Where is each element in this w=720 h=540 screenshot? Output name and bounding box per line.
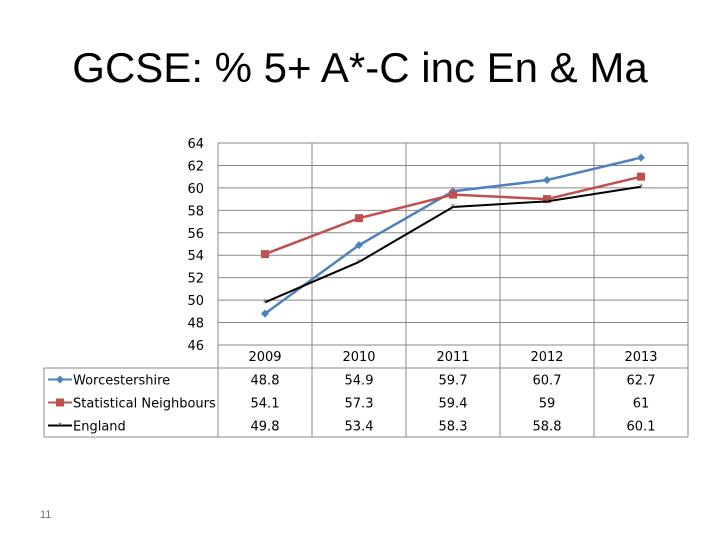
series-statistical-neighbours xyxy=(261,172,645,259)
y-tick-label: 54 xyxy=(187,249,204,264)
data-label: 53.4 xyxy=(345,420,374,435)
legend-entry-statistical-neighbours: Statistical Neighbours xyxy=(48,397,216,412)
data-label: 59 xyxy=(539,397,556,412)
data-label: 57.3 xyxy=(345,397,374,412)
data-point xyxy=(449,190,457,199)
data-point xyxy=(261,250,269,259)
legend-label: Statistical Neighbours xyxy=(73,397,216,412)
slide-number: 11 xyxy=(40,509,52,521)
data-label: 58.3 xyxy=(439,420,468,435)
data-point xyxy=(261,309,269,318)
y-tick-label: 46 xyxy=(187,339,204,354)
data-label: 54.9 xyxy=(345,374,374,389)
data-label: 59.4 xyxy=(439,397,468,412)
legend-label: England xyxy=(73,420,126,435)
series-worcestershire xyxy=(261,153,645,318)
y-tick-label: 62 xyxy=(187,159,204,174)
legend-marker xyxy=(56,375,64,384)
legend-marker: * xyxy=(58,422,63,432)
legend-entry-england: * England xyxy=(48,420,126,435)
data-label: 58.8 xyxy=(533,420,562,435)
data-label: 59.7 xyxy=(439,374,468,389)
data-point xyxy=(543,195,551,204)
data-point xyxy=(543,176,551,185)
data-label: 48.8 xyxy=(251,374,280,389)
data-label: 60.7 xyxy=(533,374,562,389)
y-tick-label: 64 xyxy=(187,137,204,152)
y-tick-label: 48 xyxy=(187,317,204,332)
data-label: 54.1 xyxy=(251,397,280,412)
data-point xyxy=(355,214,363,223)
y-axis-ticks: 64 62 60 58 56 54 52 50 48 46 xyxy=(187,137,204,354)
series-line xyxy=(264,185,642,304)
data-point: * xyxy=(357,258,362,268)
series-lines: * * * * * xyxy=(261,153,645,318)
slide-title: GCSE: % 5+ A*-C inc En & Ma xyxy=(72,44,648,91)
data-label: 62.7 xyxy=(627,374,656,389)
y-tick-label: 58 xyxy=(187,204,204,219)
y-tick-label: 52 xyxy=(187,272,204,287)
gridlines xyxy=(217,142,688,437)
data-table: 2009 2010 2011 2012 2013 Worcestershire 48.8 54… xyxy=(48,350,658,435)
category-label: 2010 xyxy=(342,350,375,365)
data-point: * xyxy=(639,183,644,193)
data-point xyxy=(637,172,645,181)
data-point xyxy=(355,241,363,250)
legend-marker xyxy=(56,398,64,407)
series-england: * * * * * xyxy=(263,183,644,309)
y-tick-label: 60 xyxy=(187,182,204,197)
category-label: 2009 xyxy=(248,350,281,365)
y-tick-label: 56 xyxy=(187,227,204,242)
data-label: 49.8 xyxy=(251,420,280,435)
category-label: 2011 xyxy=(436,350,469,365)
data-table-grid xyxy=(43,143,689,438)
category-label: 2012 xyxy=(530,350,563,365)
data-label: 61 xyxy=(633,397,650,412)
series-line xyxy=(264,156,642,315)
legend-entry-worcestershire: Worcestershire xyxy=(48,374,170,389)
y-tick-label: 50 xyxy=(187,294,204,309)
data-point: * xyxy=(263,298,268,308)
legend-label: Worcestershire xyxy=(73,374,170,389)
category-label: 2013 xyxy=(624,350,657,365)
data-point: * xyxy=(545,197,550,207)
data-point xyxy=(637,153,645,162)
data-point: * xyxy=(451,203,456,213)
data-label: 60.1 xyxy=(627,420,656,435)
